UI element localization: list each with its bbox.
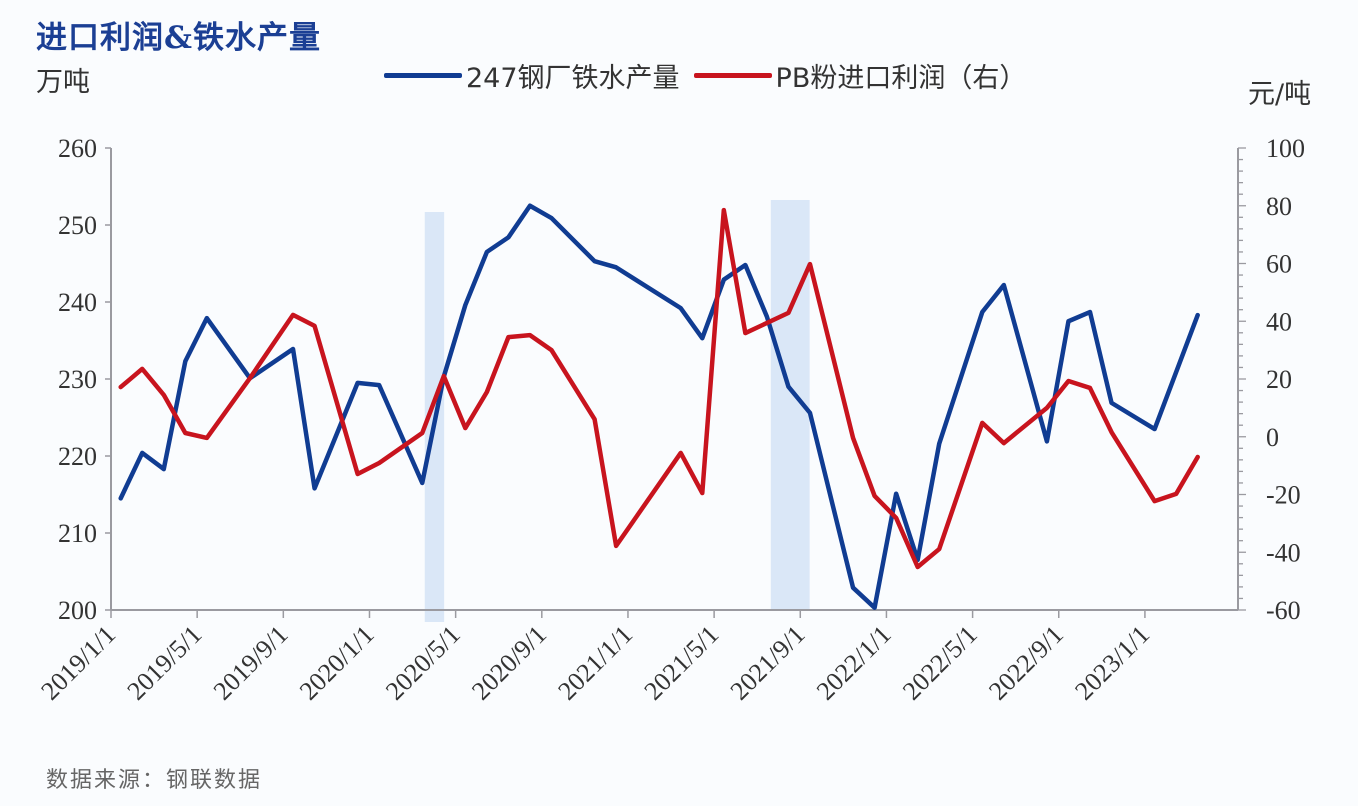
- legend-swatch-blue: [384, 73, 462, 78]
- x-tick-label: 2019/9/1: [208, 620, 294, 706]
- x-tick-label: 2022/1/1: [811, 620, 897, 706]
- left-tick-label: 260: [58, 134, 97, 163]
- right-tick-label: -40: [1266, 538, 1301, 567]
- x-tick-label: 2020/5/1: [380, 620, 466, 706]
- left-tick-label: 220: [58, 442, 97, 471]
- legend: 247钢厂铁水产量 PB粉进口利润（右）: [384, 56, 1040, 95]
- x-tick-label: 2020/9/1: [466, 620, 552, 706]
- left-tick-label: 250: [58, 211, 97, 240]
- legend-item-iron-output: 247钢厂铁水产量: [384, 56, 680, 95]
- x-tick-label: 2022/9/1: [983, 620, 1069, 706]
- x-tick-label: 2021/1/1: [552, 620, 638, 706]
- left-tick-label: 230: [58, 365, 97, 394]
- left-tick-label: 200: [58, 596, 97, 625]
- series-line-iron-output: [118, 203, 1200, 610]
- x-tick-label: 2021/9/1: [725, 620, 811, 706]
- x-tick-label: 2023/1/1: [1069, 620, 1155, 706]
- series-line-import-profit: [118, 207, 1200, 570]
- right-tick-label: 80: [1266, 192, 1292, 221]
- data-source: 数据来源：钢联数据: [46, 768, 263, 793]
- left-tick-label: 210: [58, 519, 97, 548]
- right-tick-label: -60: [1266, 596, 1301, 625]
- legend-swatch-red: [693, 73, 772, 78]
- x-tick-label: 2019/1/1: [35, 620, 121, 706]
- right-tick-label: 0: [1266, 423, 1279, 452]
- right-tick-label: 60: [1266, 250, 1292, 279]
- right-tick-label: -20: [1266, 481, 1301, 510]
- x-tick-label: 2021/5/1: [638, 620, 724, 706]
- legend-label: PB粉进口利润（右）: [775, 63, 1027, 94]
- right-axis-unit: 元/吨: [1248, 79, 1312, 110]
- chart-title: 进口利润&铁水产量: [36, 20, 321, 56]
- left-tick-label: 240: [58, 288, 97, 317]
- left-axis-unit: 万吨: [36, 67, 90, 98]
- legend-label: 247钢厂铁水产量: [466, 63, 680, 94]
- right-tick-label: 100: [1266, 134, 1305, 163]
- x-tick-label: 2020/1/1: [294, 620, 380, 706]
- right-tick-label: 20: [1266, 365, 1292, 394]
- x-tick-label: 2019/5/1: [122, 620, 208, 706]
- legend-item-import-profit: PB粉进口利润（右）: [693, 56, 1027, 95]
- x-tick-label: 2022/5/1: [897, 620, 983, 706]
- right-tick-label: 40: [1266, 307, 1292, 336]
